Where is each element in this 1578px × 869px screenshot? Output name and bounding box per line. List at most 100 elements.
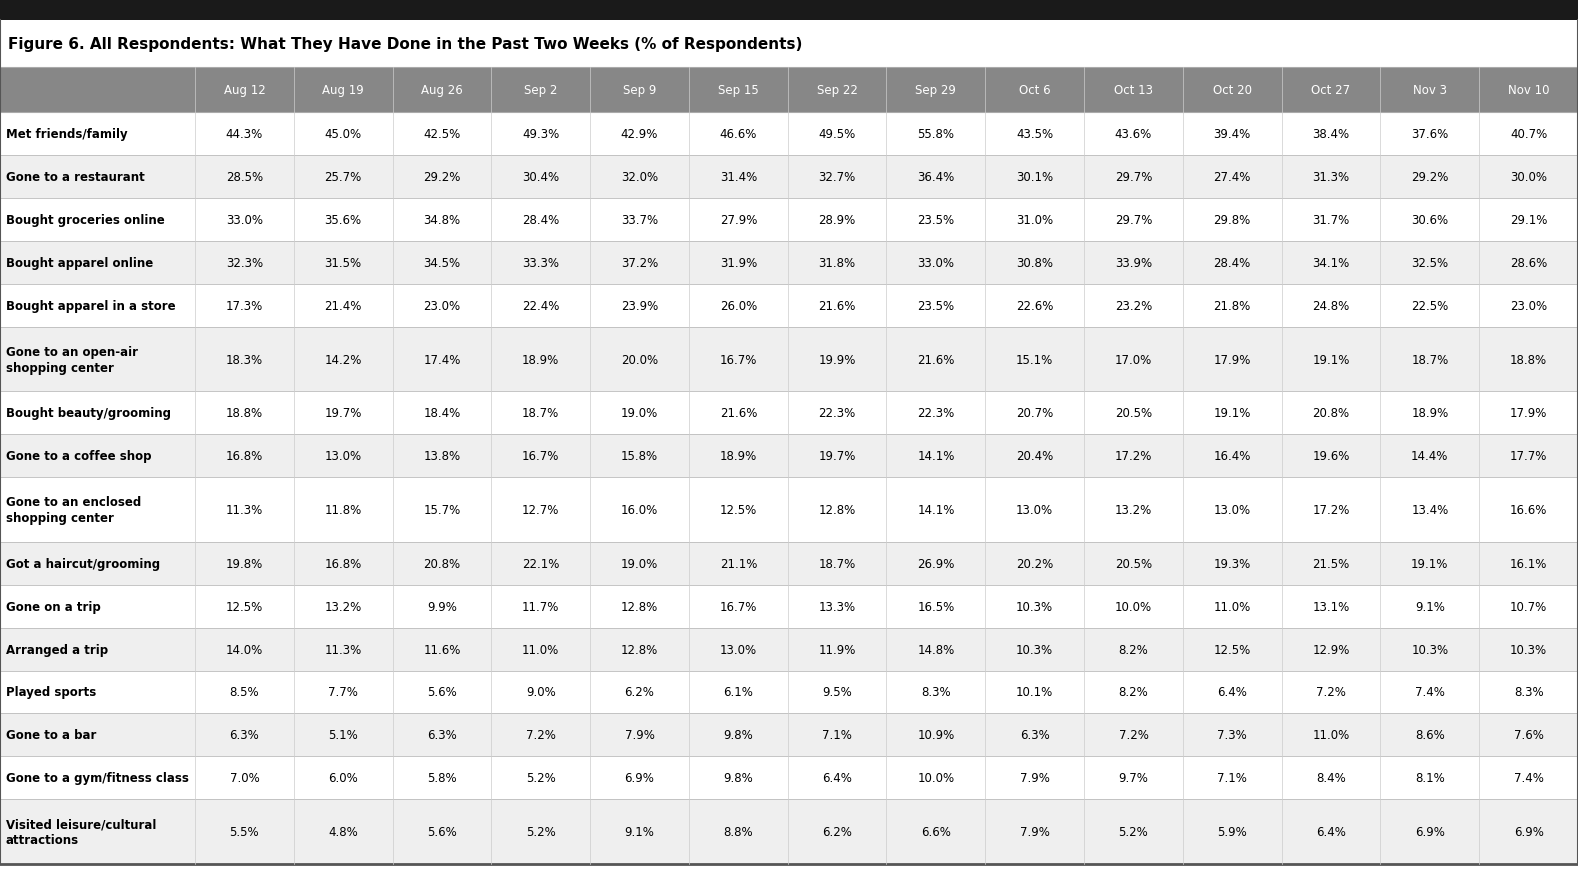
Text: 13.8%: 13.8% bbox=[423, 449, 461, 462]
Text: 23.9%: 23.9% bbox=[620, 300, 658, 313]
Text: 26.0%: 26.0% bbox=[720, 300, 757, 313]
Text: 20.5%: 20.5% bbox=[1116, 557, 1152, 570]
Text: 5.9%: 5.9% bbox=[1217, 826, 1247, 839]
Text: shopping center: shopping center bbox=[6, 511, 114, 524]
Text: 27.4%: 27.4% bbox=[1213, 170, 1251, 183]
Text: 9.7%: 9.7% bbox=[1119, 772, 1149, 785]
Text: 12.5%: 12.5% bbox=[1213, 643, 1251, 656]
Text: 10.0%: 10.0% bbox=[1116, 600, 1152, 613]
Text: 5.5%: 5.5% bbox=[229, 826, 259, 839]
Text: 42.5%: 42.5% bbox=[423, 128, 461, 141]
Text: 7.1%: 7.1% bbox=[1217, 772, 1247, 785]
Text: 13.0%: 13.0% bbox=[720, 643, 757, 656]
Text: 23.5%: 23.5% bbox=[917, 214, 955, 227]
Text: 29.7%: 29.7% bbox=[1114, 170, 1152, 183]
Text: 9.1%: 9.1% bbox=[625, 826, 655, 839]
Text: 33.0%: 33.0% bbox=[226, 214, 264, 227]
Text: Gone to an open-air: Gone to an open-air bbox=[6, 345, 137, 358]
Bar bbox=[0, 156, 1578, 199]
Text: 7.9%: 7.9% bbox=[1019, 826, 1049, 839]
Text: 18.9%: 18.9% bbox=[720, 449, 757, 462]
Text: Oct 6: Oct 6 bbox=[1019, 84, 1051, 96]
Text: 21.8%: 21.8% bbox=[1213, 300, 1251, 313]
Text: 5.8%: 5.8% bbox=[428, 772, 456, 785]
Text: 21.5%: 21.5% bbox=[1313, 557, 1349, 570]
Text: 9.9%: 9.9% bbox=[428, 600, 458, 613]
Text: 23.2%: 23.2% bbox=[1114, 300, 1152, 313]
Text: Gone to an enclosed: Gone to an enclosed bbox=[6, 495, 142, 508]
Text: 21.6%: 21.6% bbox=[917, 353, 955, 366]
Text: 17.9%: 17.9% bbox=[1510, 407, 1548, 420]
Text: 31.8%: 31.8% bbox=[819, 256, 855, 269]
Text: 19.0%: 19.0% bbox=[620, 557, 658, 570]
Text: 6.3%: 6.3% bbox=[428, 728, 458, 741]
Text: 10.3%: 10.3% bbox=[1411, 643, 1449, 656]
Text: 22.1%: 22.1% bbox=[522, 557, 560, 570]
Text: Gone to a gym/fitness class: Gone to a gym/fitness class bbox=[6, 772, 189, 785]
Text: Aug 26: Aug 26 bbox=[421, 84, 462, 96]
Text: 6.9%: 6.9% bbox=[1415, 826, 1445, 839]
Text: 17.9%: 17.9% bbox=[1213, 353, 1251, 366]
Text: 7.9%: 7.9% bbox=[625, 728, 655, 741]
Text: 11.7%: 11.7% bbox=[522, 600, 560, 613]
Text: 32.5%: 32.5% bbox=[1411, 256, 1449, 269]
Text: 5.2%: 5.2% bbox=[525, 772, 555, 785]
Bar bbox=[0, 799, 1578, 864]
Text: 28.9%: 28.9% bbox=[819, 214, 855, 227]
Text: Bought apparel in a store: Bought apparel in a store bbox=[6, 300, 175, 313]
Text: 42.9%: 42.9% bbox=[620, 128, 658, 141]
Text: 21.1%: 21.1% bbox=[720, 557, 757, 570]
Text: Sep 2: Sep 2 bbox=[524, 84, 557, 96]
Text: 31.4%: 31.4% bbox=[720, 170, 757, 183]
Text: 32.7%: 32.7% bbox=[819, 170, 855, 183]
Text: 9.8%: 9.8% bbox=[723, 728, 753, 741]
Text: 6.6%: 6.6% bbox=[922, 826, 952, 839]
Text: 8.3%: 8.3% bbox=[1513, 686, 1543, 699]
Text: 16.6%: 16.6% bbox=[1510, 503, 1548, 516]
Text: 19.8%: 19.8% bbox=[226, 557, 264, 570]
Text: 19.1%: 19.1% bbox=[1213, 407, 1251, 420]
Text: 23.0%: 23.0% bbox=[1510, 300, 1546, 313]
Text: 29.2%: 29.2% bbox=[423, 170, 461, 183]
Text: Gone to a coffee shop: Gone to a coffee shop bbox=[6, 449, 151, 462]
Text: 43.5%: 43.5% bbox=[1016, 128, 1053, 141]
Text: Bought beauty/grooming: Bought beauty/grooming bbox=[6, 407, 170, 420]
Text: Oct 13: Oct 13 bbox=[1114, 84, 1154, 96]
Text: 37.2%: 37.2% bbox=[620, 256, 658, 269]
Text: 39.4%: 39.4% bbox=[1213, 128, 1251, 141]
Text: 28.4%: 28.4% bbox=[522, 214, 559, 227]
Text: 32.3%: 32.3% bbox=[226, 256, 264, 269]
Text: 18.9%: 18.9% bbox=[522, 353, 559, 366]
Text: 7.1%: 7.1% bbox=[822, 728, 852, 741]
Text: Sep 22: Sep 22 bbox=[817, 84, 857, 96]
Text: 19.0%: 19.0% bbox=[620, 407, 658, 420]
Text: 31.3%: 31.3% bbox=[1313, 170, 1349, 183]
Text: Sep 29: Sep 29 bbox=[915, 84, 956, 96]
Text: 13.0%: 13.0% bbox=[325, 449, 361, 462]
Text: 13.4%: 13.4% bbox=[1411, 503, 1449, 516]
Text: 22.5%: 22.5% bbox=[1411, 300, 1449, 313]
Text: 16.8%: 16.8% bbox=[325, 557, 361, 570]
Text: 7.4%: 7.4% bbox=[1513, 772, 1543, 785]
Text: 55.8%: 55.8% bbox=[917, 128, 955, 141]
Text: 7.2%: 7.2% bbox=[525, 728, 555, 741]
Bar bbox=[0, 284, 1578, 328]
Text: 33.9%: 33.9% bbox=[1116, 256, 1152, 269]
Text: 11.0%: 11.0% bbox=[1213, 600, 1251, 613]
Text: 19.7%: 19.7% bbox=[819, 449, 855, 462]
Text: 12.9%: 12.9% bbox=[1313, 643, 1349, 656]
Text: 7.6%: 7.6% bbox=[1513, 728, 1543, 741]
Text: 26.9%: 26.9% bbox=[917, 557, 955, 570]
Text: 18.3%: 18.3% bbox=[226, 353, 264, 366]
Text: 13.1%: 13.1% bbox=[1313, 600, 1349, 613]
Text: 10.3%: 10.3% bbox=[1016, 643, 1053, 656]
Text: 23.5%: 23.5% bbox=[917, 300, 955, 313]
Text: 11.9%: 11.9% bbox=[819, 643, 855, 656]
Text: 16.7%: 16.7% bbox=[720, 353, 757, 366]
Text: 19.3%: 19.3% bbox=[1213, 557, 1251, 570]
Text: 12.8%: 12.8% bbox=[819, 503, 855, 516]
Bar bbox=[0, 671, 1578, 713]
Bar bbox=[0, 585, 1578, 627]
Text: 30.4%: 30.4% bbox=[522, 170, 559, 183]
Bar bbox=[0, 328, 1578, 392]
